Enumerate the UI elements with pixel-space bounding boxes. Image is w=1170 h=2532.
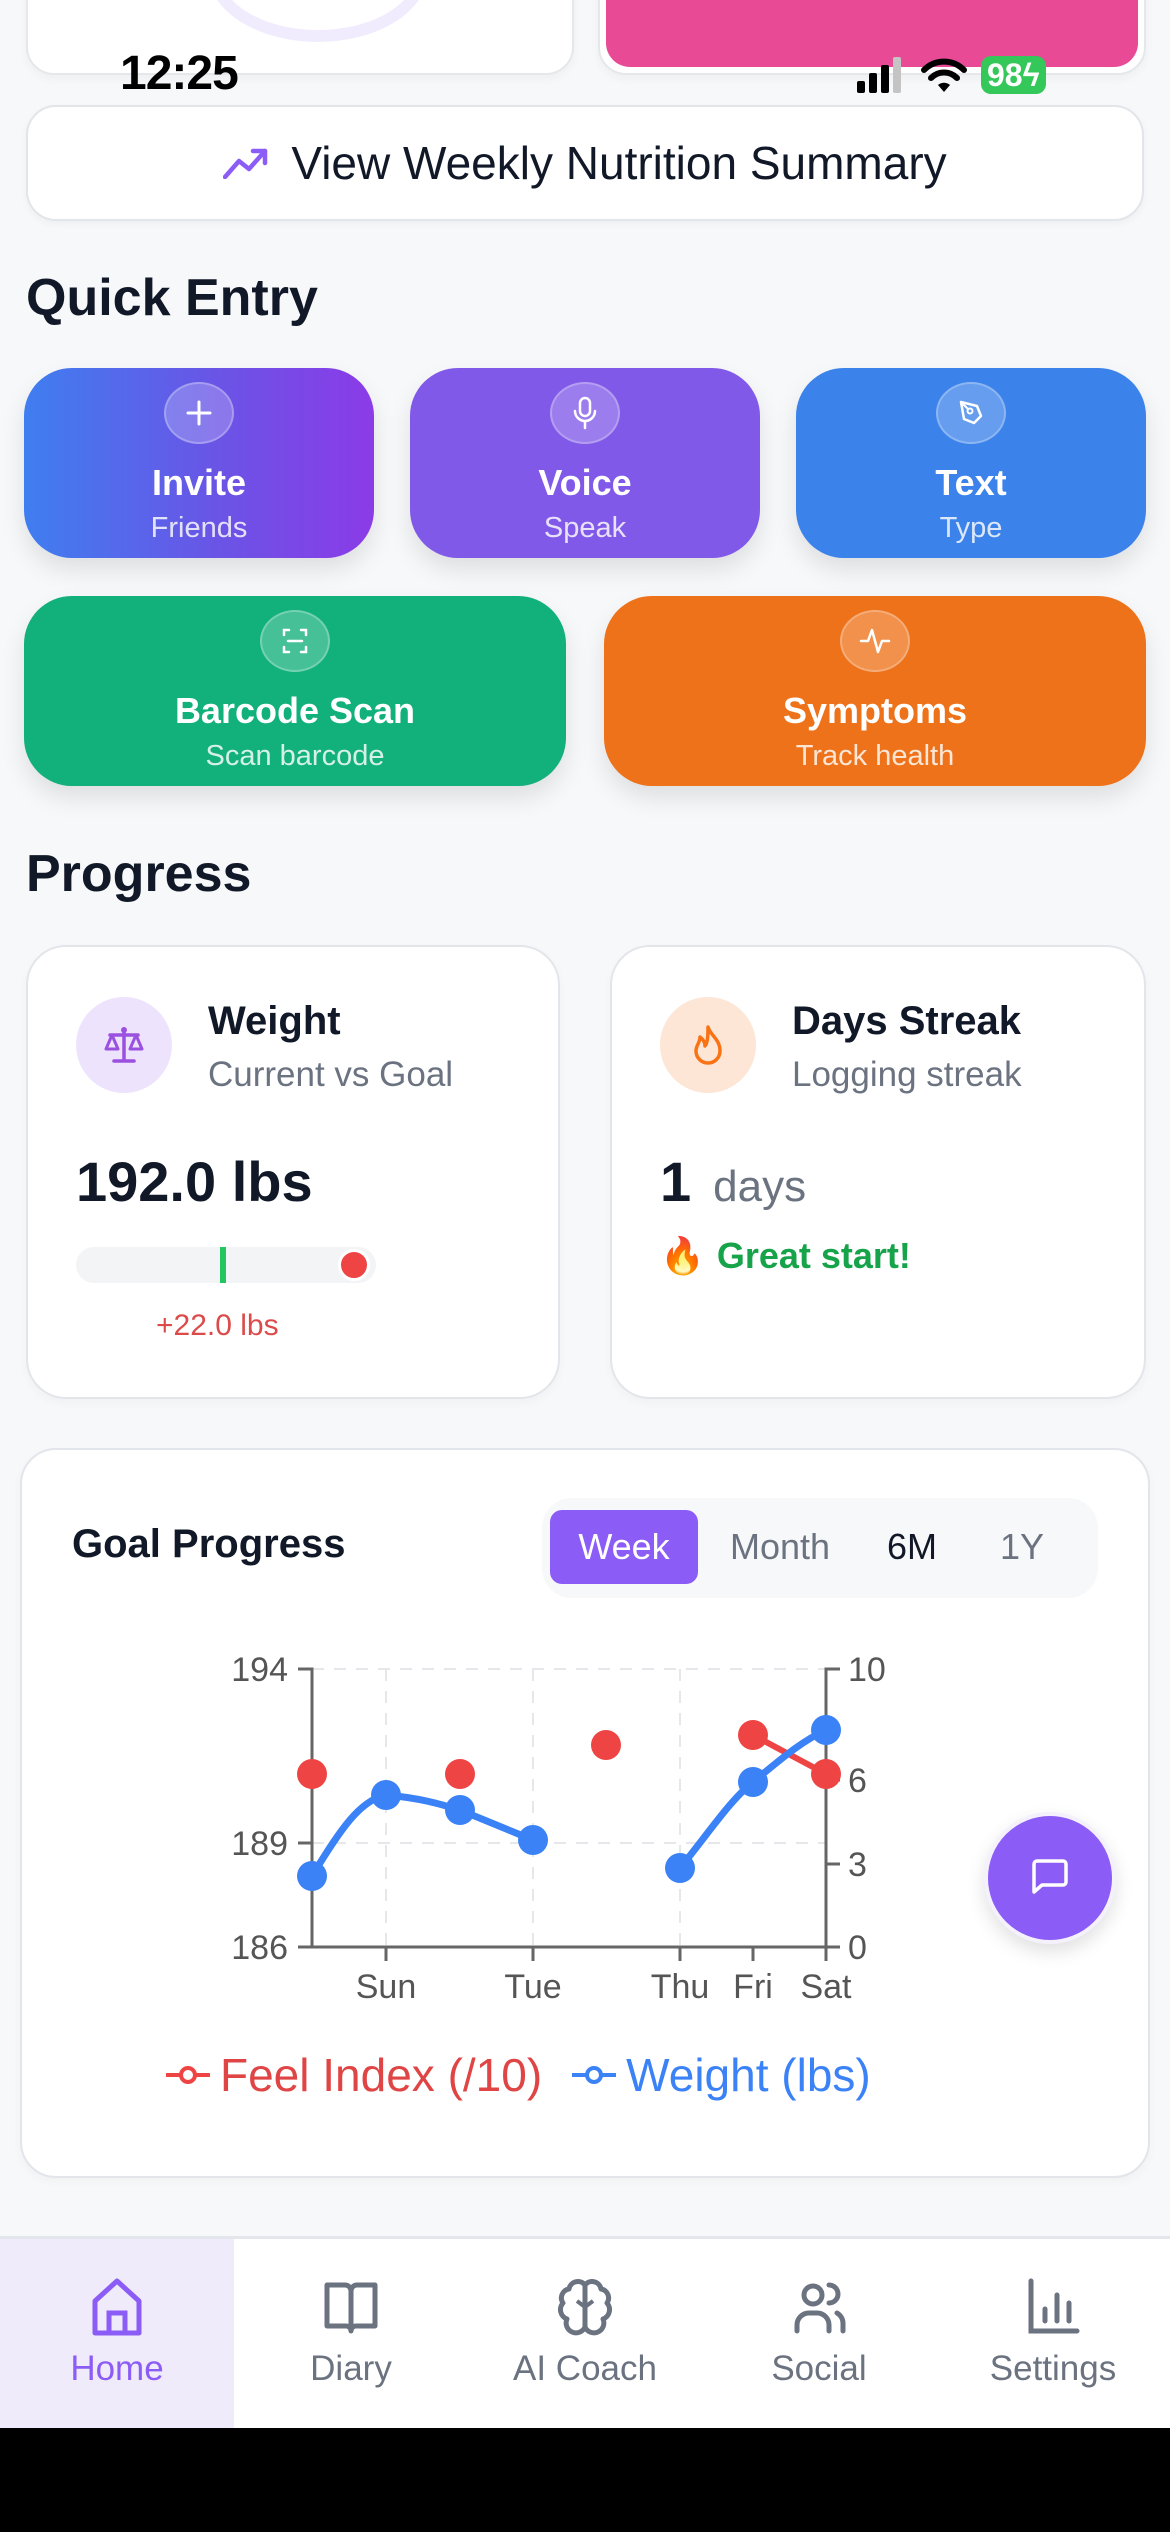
activity-icon	[840, 610, 910, 672]
plus-icon	[164, 382, 234, 444]
nav-diary[interactable]: Diary	[234, 2239, 468, 2428]
users-icon	[794, 2282, 846, 2334]
weight-goal-progress-bar	[76, 1247, 376, 1283]
nav-ai-coach[interactable]: AI Coach	[468, 2239, 702, 2428]
chart-legend: Feel Index (/10) Weight (lbs)	[166, 2048, 871, 2102]
progress-title: Progress	[26, 845, 252, 903]
quick-entry-subtitle-barcode: Scan barcode	[205, 740, 385, 772]
home-indicator-area	[0, 2428, 1170, 2532]
nav-home[interactable]: Home	[0, 2239, 234, 2428]
status-bar: 12:25 98ϟ	[0, 46, 1170, 102]
tab-week[interactable]: Week	[550, 1510, 698, 1584]
goal-progress-chart: 194 189 186 10 6 3 0 Sun Tue Thu Fri Sat	[231, 1651, 886, 2006]
quick-entry-subtitle-text: Type	[939, 512, 1003, 544]
nav-label-diary: Diary	[310, 2349, 392, 2388]
view-weekly-summary-button[interactable]: View Weekly Nutrition Summary	[26, 105, 1144, 221]
legend-line-marker-icon	[572, 2066, 617, 2084]
scale-icon	[76, 997, 172, 1093]
flame-icon	[660, 997, 756, 1093]
y-left-tick-186: 186	[231, 1929, 288, 1967]
quick-entry-title-symptoms: Symptoms	[782, 690, 968, 731]
goal-marker	[220, 1247, 226, 1283]
nav-social[interactable]: Social	[702, 2239, 936, 2428]
streak-card[interactable]: Days Streak Logging streak 1 days 🔥 Grea…	[610, 945, 1146, 1399]
x-tick-thu: Thu	[651, 1968, 710, 2006]
chat-fab-button[interactable]	[984, 1812, 1116, 1944]
bar-chart-icon	[1028, 2278, 1080, 2334]
nav-label-settings: Settings	[989, 2349, 1117, 2388]
summary-button-label: View Weekly Nutrition Summary	[291, 137, 947, 189]
x-tick-sat: Sat	[800, 1968, 852, 2006]
streak-unit: days	[713, 1162, 807, 1211]
trending-up-icon	[223, 148, 268, 179]
book-open-icon	[324, 2282, 378, 2334]
nav-label-ai-coach: AI Coach	[513, 2349, 657, 2388]
message-square-icon	[1032, 1859, 1068, 1894]
legend-feel-index[interactable]: Feel Index (/10)	[166, 2048, 542, 2102]
y-left-tick-194: 194	[231, 1651, 288, 1689]
tab-6m[interactable]: 6M	[886, 1526, 937, 1567]
voice-entry-button[interactable]: Voice Speak	[410, 368, 760, 558]
wifi-icon	[921, 58, 967, 92]
x-tick-tue: Tue	[504, 1968, 561, 2006]
quick-entry-title: Quick Entry	[26, 269, 318, 327]
nav-label-home: Home	[70, 2349, 164, 2388]
partial-card-left	[26, 0, 574, 75]
y-right-tick-3: 3	[848, 1846, 867, 1884]
quick-entry-title-voice: Voice	[538, 462, 632, 503]
nav-settings[interactable]: Settings	[936, 2239, 1170, 2428]
tab-1y[interactable]: 1Y	[999, 1526, 1045, 1567]
battery-indicator: 98ϟ	[981, 56, 1046, 94]
legend-line-marker-icon	[166, 2066, 210, 2084]
quick-entry-title-invite: Invite	[151, 462, 247, 503]
text-entry-button[interactable]: Text Type	[796, 368, 1146, 558]
cellular-signal-icon	[857, 57, 901, 93]
y-right-tick-6: 6	[848, 1762, 867, 1800]
legend-feel-label: Feel Index (/10)	[220, 2049, 543, 2101]
weight-card-subtitle: Current vs Goal	[208, 1055, 454, 1094]
goal-progress-card: Goal Progress Week Month 6M 1Y	[20, 1448, 1150, 2178]
weight-delta: +22.0 lbs	[156, 1309, 279, 1342]
weight-series	[297, 1715, 841, 1891]
streak-message: Great start!	[716, 1235, 911, 1276]
weight-card[interactable]: Weight Current vs Goal 192.0 lbs +22.0 l…	[26, 945, 560, 1399]
invite-friends-button[interactable]: Invite Friends	[24, 368, 374, 558]
pink-card-fill	[606, 0, 1138, 67]
current-weight-marker	[338, 1249, 370, 1281]
quick-entry-title-barcode: Barcode Scan	[174, 690, 416, 731]
y-left-tick-189: 189	[231, 1825, 288, 1863]
quick-entry-subtitle-symptoms: Track health	[795, 740, 955, 772]
x-tick-fri: Fri	[733, 1968, 773, 2006]
brain-icon	[558, 2279, 612, 2336]
bottom-navigation: Home Diary AI Coach Social Settings	[0, 2236, 1170, 2428]
charging-bolt-icon: ϟ	[1022, 57, 1040, 93]
tab-month[interactable]: Month	[729, 1526, 831, 1567]
weight-card-title: Weight	[208, 999, 341, 1043]
streak-card-title: Days Streak	[792, 999, 1022, 1043]
scan-icon	[260, 610, 330, 672]
legend-weight[interactable]: Weight (lbs)	[572, 2048, 871, 2102]
home-icon	[92, 2278, 142, 2336]
microphone-icon	[550, 382, 620, 444]
fire-emoji-icon: 🔥	[660, 1235, 705, 1276]
y-right-tick-0: 0	[848, 1929, 867, 1967]
quick-entry-title-text: Text	[935, 462, 1007, 503]
streak-card-subtitle: Logging streak	[792, 1055, 1022, 1094]
quick-entry-subtitle-voice: Speak	[543, 512, 627, 544]
streak-count: 1	[660, 1150, 692, 1213]
current-weight-value: 192.0 lbs	[76, 1150, 313, 1213]
x-tick-sun: Sun	[356, 1968, 417, 2006]
symptoms-button[interactable]: Symptoms Track health	[604, 596, 1146, 786]
barcode-scan-button[interactable]: Barcode Scan Scan barcode	[24, 596, 566, 786]
time-range-tabs: Week Month 6M 1Y	[542, 1498, 1098, 1598]
goal-progress-title: Goal Progress	[72, 1522, 346, 1566]
y-right-tick-10: 10	[848, 1651, 886, 1689]
legend-weight-label: Weight (lbs)	[626, 2049, 871, 2101]
quick-entry-subtitle-invite: Friends	[150, 512, 248, 544]
status-time: 12:25	[120, 47, 239, 100]
nav-label-social: Social	[771, 2349, 867, 2388]
pen-tool-icon	[936, 382, 1006, 444]
